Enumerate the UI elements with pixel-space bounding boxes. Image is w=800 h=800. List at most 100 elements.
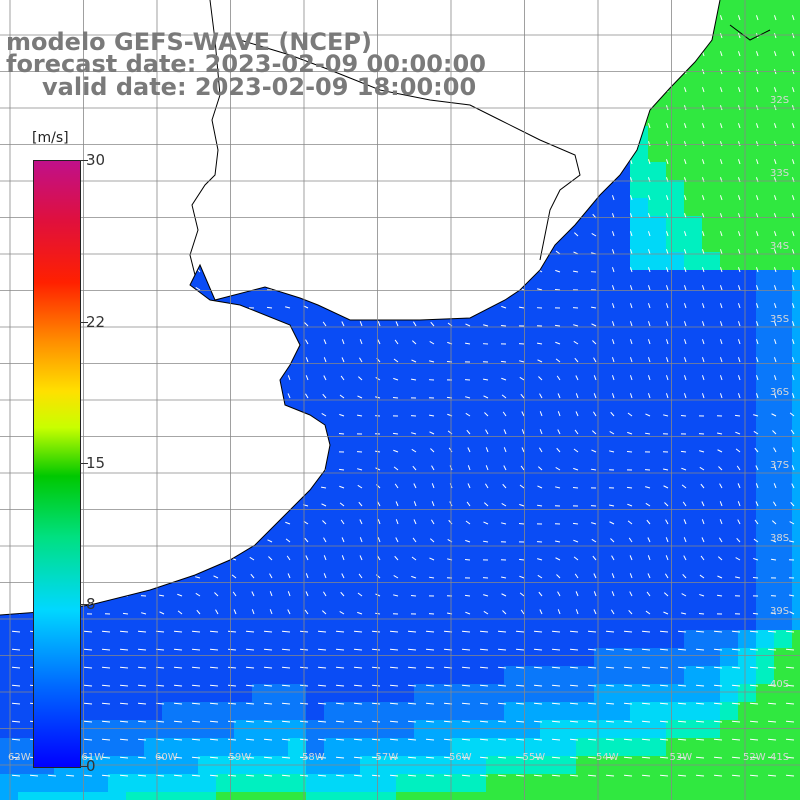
wind-cell: [630, 702, 648, 720]
wind-cell: [396, 612, 414, 630]
wind-cell: [612, 396, 630, 414]
wind-cell: [594, 324, 612, 342]
wind-cell: [324, 774, 342, 792]
wind-cell: [162, 684, 180, 702]
wind-arrow: [551, 720, 561, 723]
wind-cell: [648, 270, 666, 288]
wind-cell: [306, 684, 324, 702]
wind-cell: [648, 396, 666, 414]
wind-cell: [702, 324, 720, 342]
wind-cell: [774, 666, 792, 684]
wind-arrow: [339, 502, 345, 507]
wind-cell: [756, 216, 774, 234]
wind-cell: [486, 414, 504, 432]
valid-date: valid date: 2023-02-09 18:00:00: [42, 73, 477, 101]
wind-cell: [720, 198, 738, 216]
wind-cell: [558, 630, 576, 648]
wind-arrow: [395, 501, 399, 507]
wind-cell: [738, 774, 756, 792]
wind-arrow: [533, 666, 543, 669]
wind-arrow: [484, 412, 489, 417]
wind-cell: [0, 612, 18, 630]
wind-arrow: [519, 484, 525, 489]
wind-arrow: [515, 684, 525, 687]
wind-cell: [666, 252, 684, 270]
wind-arrow: [245, 774, 255, 777]
wind-cell: [612, 450, 630, 468]
wind-arrow: [573, 539, 579, 543]
wind-arrow: [353, 684, 363, 687]
wind-arrow: [605, 720, 615, 723]
wind-cell: [594, 792, 612, 800]
wind-cell: [504, 774, 522, 792]
wind-cell: [774, 0, 792, 18]
wind-cell: [378, 666, 396, 684]
wind-cell: [540, 630, 558, 648]
wind-arrow: [503, 429, 507, 435]
wind-arrow: [519, 360, 525, 363]
wind-arrow: [736, 537, 741, 543]
wind-arrow: [682, 501, 687, 507]
wind-arrow: [231, 574, 237, 579]
wind-arrow: [430, 321, 435, 327]
wind-cell: [504, 504, 522, 522]
wind-arrow: [749, 630, 759, 633]
wind-arrow: [173, 702, 183, 705]
wind-arrow: [574, 232, 579, 237]
wind-cell: [594, 378, 612, 396]
wind-arrow: [394, 555, 399, 561]
wind-cell: [540, 702, 558, 720]
wind-arrow: [659, 774, 669, 777]
wind-cell: [684, 72, 702, 90]
wind-arrow: [358, 573, 363, 579]
wind-arrow: [227, 630, 237, 633]
wind-cell: [162, 720, 180, 738]
wind-arrow: [321, 610, 327, 615]
wind-arrow: [158, 594, 165, 597]
wind-cell: [486, 378, 504, 396]
wind-arrow: [537, 558, 543, 561]
wind-cell: [756, 540, 774, 558]
wind-cell: [594, 216, 612, 234]
wind-arrow: [286, 555, 291, 561]
wind-arrow: [683, 375, 687, 381]
wind-cell: [774, 288, 792, 306]
wind-cell: [540, 468, 558, 486]
wind-arrow: [497, 630, 507, 633]
wind-arrow: [629, 267, 633, 273]
wind-cell: [414, 684, 432, 702]
wind-arrow: [320, 486, 327, 489]
wind-cell: [792, 378, 800, 396]
wind-cell: [216, 684, 234, 702]
wind-cell: [432, 720, 450, 738]
wind-arrow: [465, 412, 471, 417]
longitude-label: 61W: [82, 752, 105, 763]
wind-cell: [540, 720, 558, 738]
wind-cell: [396, 450, 414, 468]
wind-cell: [702, 666, 720, 684]
wind-cell: [576, 666, 594, 684]
wind-arrow: [623, 648, 633, 651]
longitude-label: 53W: [670, 752, 693, 763]
wind-cell: [738, 54, 756, 72]
wind-cell: [288, 504, 306, 522]
wind-cell: [540, 414, 558, 432]
wind-cell: [126, 630, 144, 648]
wind-arrow: [677, 684, 687, 687]
wind-cell: [756, 576, 774, 594]
wind-cell: [612, 540, 630, 558]
wind-arrow: [791, 357, 795, 363]
wind-arrow: [647, 231, 651, 237]
wind-arrow: [791, 393, 795, 399]
wind-cell: [648, 666, 666, 684]
wind-cell: [738, 576, 756, 594]
wind-cell: [648, 702, 666, 720]
wind-cell: [306, 486, 324, 504]
wind-arrow: [569, 666, 579, 669]
wind-arrow: [755, 141, 759, 147]
wind-cell: [126, 684, 144, 702]
wind-cell: [792, 216, 800, 234]
wind-cell: [630, 324, 648, 342]
wind-cell: [594, 270, 612, 288]
